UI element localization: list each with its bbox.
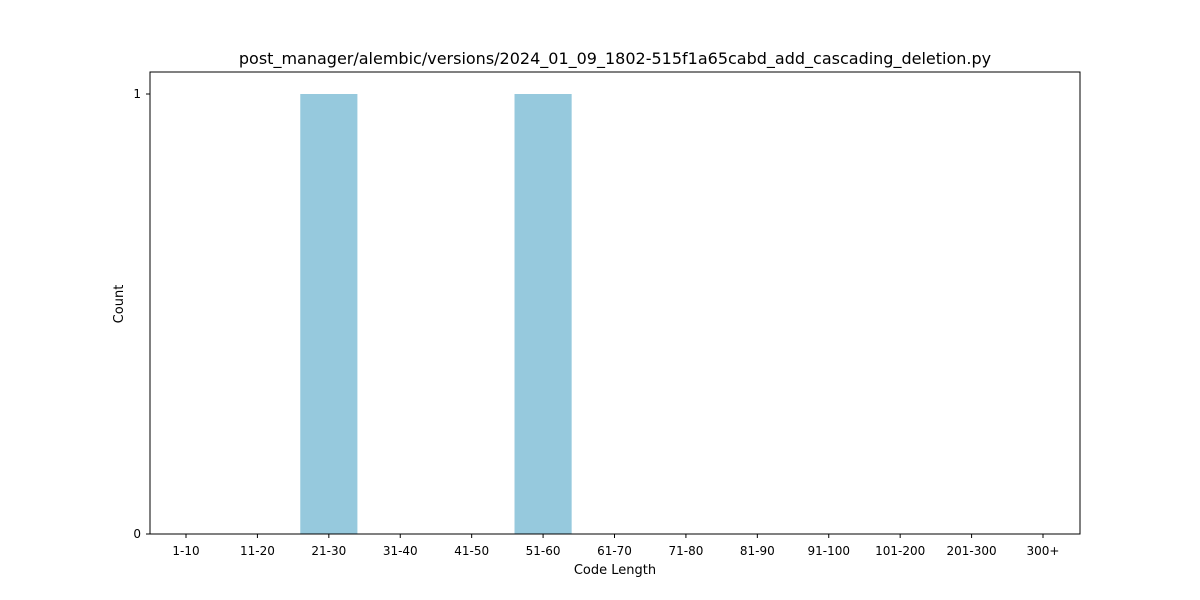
y-tick-label-1: 1: [133, 87, 141, 101]
x-axis-label: Code Length: [574, 563, 656, 578]
x-tick-label-101-200: 101-200: [875, 544, 925, 558]
x-tick-label-1-10: 1-10: [172, 544, 199, 558]
x-tick-label-31-40: 31-40: [383, 544, 418, 558]
x-tick-label-71-80: 71-80: [668, 544, 703, 558]
bars: [300, 94, 572, 534]
x-tick-label-91-100: 91-100: [807, 544, 850, 558]
y-axis: 01: [133, 87, 150, 541]
y-tick-label-0: 0: [133, 527, 141, 541]
y-axis-label: Count: [112, 285, 127, 324]
x-axis: 1-10 11-20 21-30 31-40 41-50 51-60 61-70 71-80 8…: [172, 534, 1059, 558]
x-tick-label-201-300: 201-300: [947, 544, 997, 558]
chart-title: post_manager/alembic/versions/2024_01_09…: [239, 49, 991, 69]
x-tick-label-51-60: 51-60: [526, 544, 561, 558]
plot-frame: [149, 71, 1081, 535]
x-tick-label-21-30: 21-30: [311, 544, 346, 558]
bar-51-60: [514, 94, 572, 534]
x-tick-label-81-90: 81-90: [740, 544, 775, 558]
x-tick-label-300+: 300+: [1027, 544, 1060, 558]
x-tick-label-61-70: 61-70: [597, 544, 632, 558]
x-tick-label-11-20: 11-20: [240, 544, 275, 558]
x-tick-label-41-50: 41-50: [454, 544, 489, 558]
bar-21-30: [300, 94, 358, 534]
